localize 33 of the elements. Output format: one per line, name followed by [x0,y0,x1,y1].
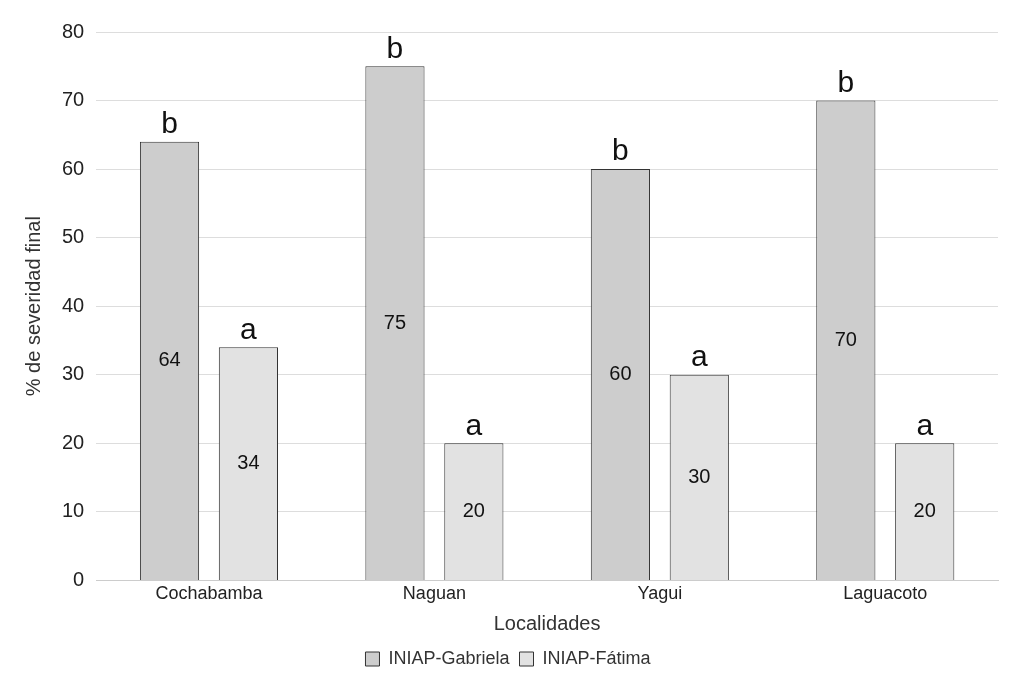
data-label: 60 [609,362,632,385]
y-tick-label: 20 [62,430,85,453]
y-tick-label: 70 [62,88,85,111]
x-tick-label: Yagui [637,583,683,604]
x-tick-label: Laguacoto [843,583,928,604]
annotation: a [916,407,934,441]
y-tick-label: 10 [62,499,85,522]
data-label: 34 [237,451,260,474]
y-tick-label: 50 [62,225,85,248]
data-label: 20 [462,499,485,522]
y-tick-label: 80 [62,19,85,42]
y-axis-title: % de severidad final [21,216,44,397]
data-label: 30 [688,464,711,487]
y-tick-label: 60 [62,156,85,179]
data-label: 70 [834,327,857,350]
data-label: 20 [913,499,936,522]
data-label: 75 [383,310,407,333]
y-tick-label: 30 [62,362,85,385]
annotation: a [240,311,258,345]
y-tick-label: 0 [73,567,85,590]
x-tick-label: Naguan [402,583,466,604]
x-axis-title: Localidades [493,611,601,634]
legend-label: INIAP-Gabriela [388,647,511,668]
x-tick-label: Cochabamba [155,583,264,604]
y-tick-label: 40 [62,293,85,316]
annotation: b [386,30,404,64]
annotation: b [612,133,629,167]
data-label: 64 [158,348,181,371]
annotation: a [465,407,483,441]
annotation: b [837,64,855,98]
annotation: b [161,105,178,139]
legend-label: INIAP-Fátima [542,647,652,668]
annotation: a [690,339,708,373]
